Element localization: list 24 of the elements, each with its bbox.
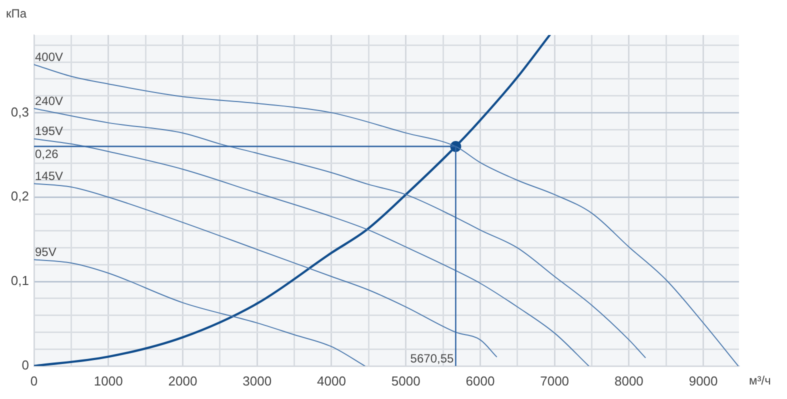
x-tick-label: 3000 (242, 373, 272, 388)
series-label: 145V (35, 168, 64, 183)
x-tick-label: 8000 (614, 373, 644, 388)
x-tick-label: 2000 (168, 373, 198, 388)
y-tick-label: 0,3 (10, 104, 29, 120)
x-tick-label: 4000 (317, 373, 346, 388)
line-series (34, 259, 366, 366)
x-tick-label: 7000 (540, 373, 570, 388)
y-tick-label: 0,1 (10, 273, 29, 288)
x-tick-label: 6000 (466, 373, 495, 388)
series-label: 95V (35, 244, 56, 259)
line-series (34, 138, 590, 366)
y-tick-label: 0 (22, 358, 29, 373)
ref-line-label: 0,26 (35, 146, 59, 161)
series-label: 195V (35, 124, 64, 138)
y-axis-title: кПа (6, 6, 27, 20)
x-tick-label: 9000 (688, 373, 718, 388)
series-label: 240V (35, 94, 64, 108)
x-axis-title: м³/ч (749, 373, 771, 388)
x-tick-label: 1000 (94, 373, 123, 388)
series-label: 400V (35, 50, 64, 64)
ref-line-label: 5670,55 (410, 351, 454, 366)
y-tick-label: 0,2 (10, 188, 29, 204)
x-tick-label: 5000 (391, 373, 420, 388)
